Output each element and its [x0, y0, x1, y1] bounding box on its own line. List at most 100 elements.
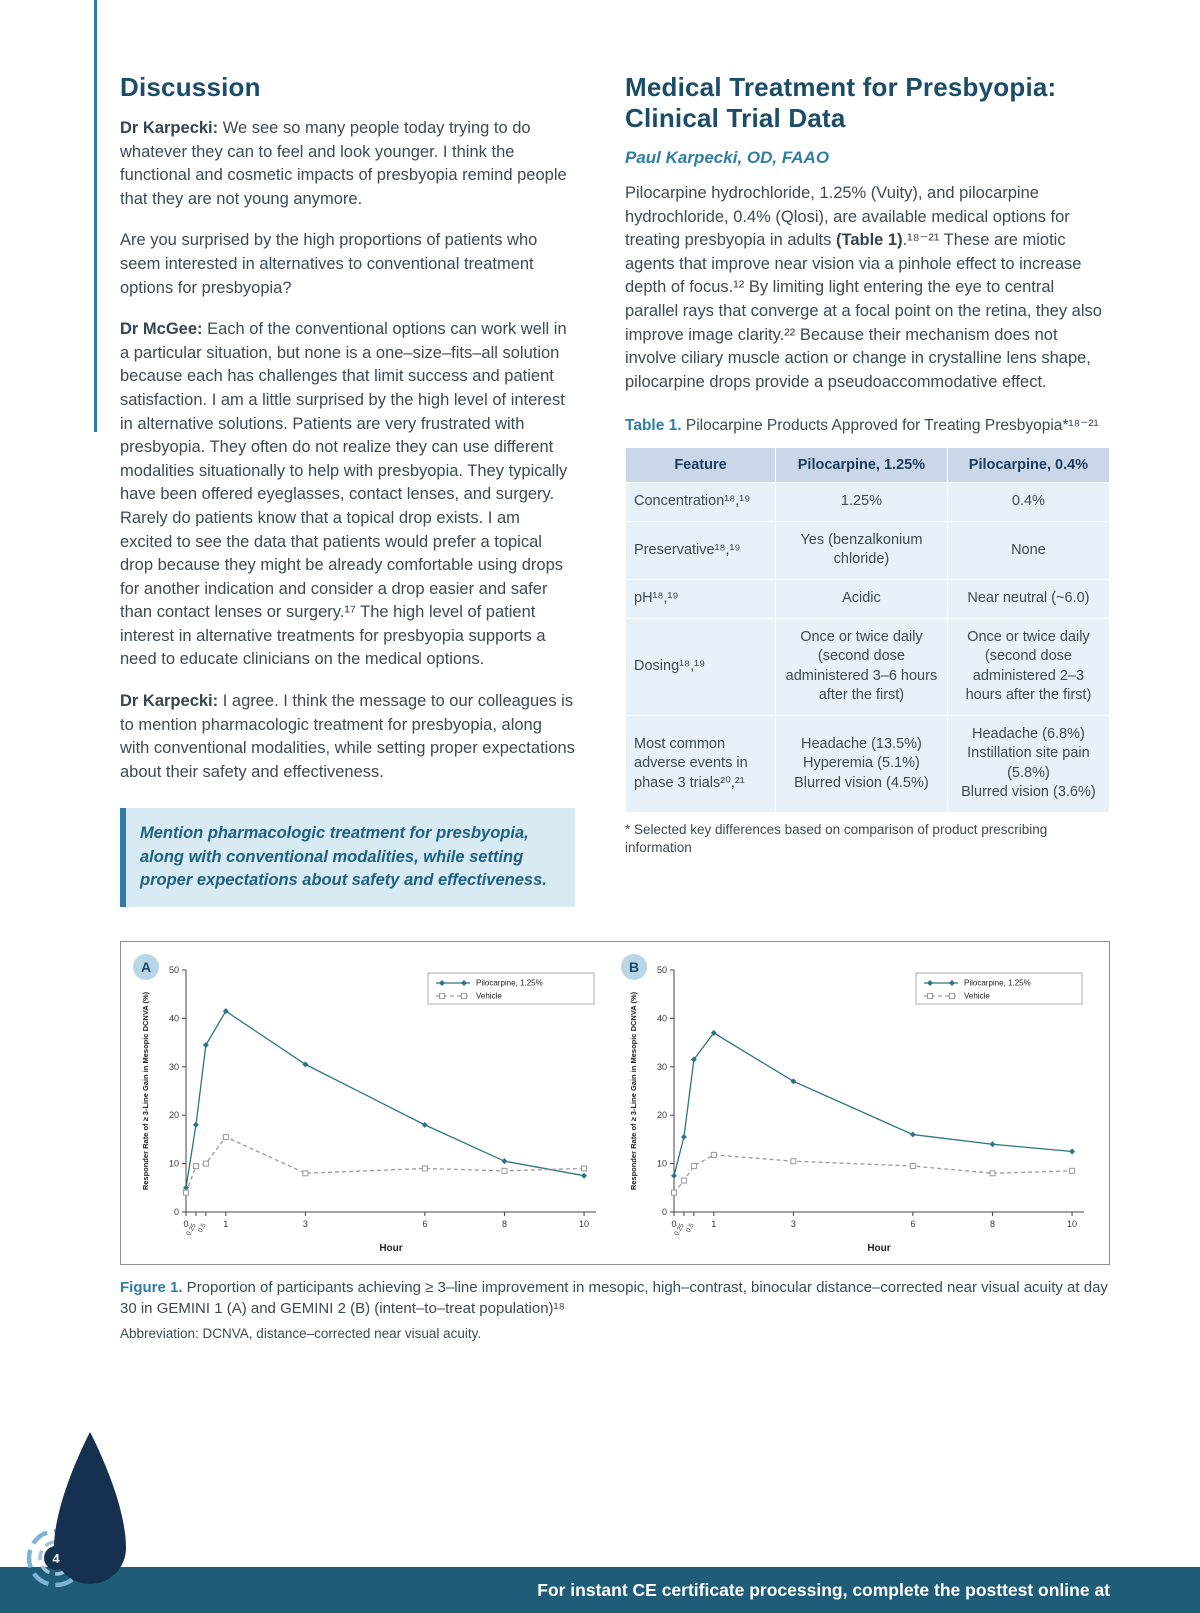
table-header-row: Feature Pilocarpine, 1.25% Pilocarpine, 0.… — [624, 447, 1111, 484]
table-1-title-text: Pilocarpine Products Approved for Treati… — [681, 417, 1099, 435]
y-tick-label: 40 — [657, 1013, 667, 1023]
marker-square — [680, 1177, 687, 1184]
table-feature-cell: Dosing¹⁸,¹⁹ — [624, 617, 777, 716]
paragraph: Dr Karpecki: I agree. I think the messag… — [120, 690, 575, 784]
marker-square — [690, 1162, 697, 1169]
y-tick-label: 20 — [657, 1110, 667, 1120]
y-tick-label: 20 — [169, 1110, 179, 1120]
callout-text: Mention pharmacologic treatment for pres… — [140, 824, 547, 890]
body-text: Pilocarpine hydrochloride, 1.25% (Vuity)… — [625, 184, 1070, 250]
body-text: .¹⁸⁻²¹ These are miotic agents that impr… — [625, 231, 1102, 391]
series-line — [185, 1009, 585, 1188]
table-row: pH¹⁸,¹⁹ Acidic Near neutral (~6.0) — [624, 578, 1111, 619]
table-1: Feature Pilocarpine, 1.25% Pilocarpine, 0.… — [624, 447, 1111, 814]
x-tick-label: 10 — [1067, 1219, 1077, 1229]
marker-square — [927, 992, 933, 999]
marker-diamond — [501, 1157, 508, 1164]
body-text: Each of the conventional options can wor… — [120, 320, 568, 669]
marker-square — [790, 1157, 797, 1164]
marker-square — [671, 1189, 677, 1196]
marker-diamond — [989, 1140, 996, 1147]
waterdrop-shape — [54, 1432, 126, 1584]
marker-square — [222, 1133, 229, 1140]
paragraph: Dr Karpecki: We see so many people today… — [120, 117, 575, 211]
table-1-label: Table 1. — [625, 417, 682, 435]
x-tick-label: 0 — [671, 1219, 676, 1229]
marker-square — [909, 1162, 916, 1169]
marker-diamond — [222, 1007, 229, 1014]
discussion-column: Discussion Dr Karpecki: We see so many p… — [120, 72, 575, 907]
marker-square — [302, 1169, 309, 1176]
marker-diamond — [202, 1041, 209, 1048]
x-tick-label: 3 — [303, 1219, 308, 1229]
x-axis-title: Hour — [867, 1243, 890, 1254]
y-tick-label: 0 — [174, 1207, 179, 1217]
x-tick-label: 0.5 — [685, 1222, 696, 1234]
marker-diamond — [461, 979, 467, 986]
marker-square — [183, 1189, 189, 1196]
series-line — [673, 1153, 1073, 1193]
x-tick-label: 3 — [791, 1219, 796, 1229]
x-tick-label: 6 — [422, 1219, 427, 1229]
x-tick-label: 8 — [990, 1219, 995, 1229]
x-tick-label: 1 — [223, 1219, 228, 1229]
x-tick-label: 1 — [711, 1219, 716, 1229]
paragraph: Are you surprised by the high proportion… — [120, 229, 575, 300]
waterdrop-logo: 4 — [26, 1432, 126, 1588]
y-tick-label: 30 — [169, 1062, 179, 1072]
discussion-body: Dr Karpecki: We see so many people today… — [120, 117, 575, 784]
figure-panel-b: B 0 10 20 30 40 50 0 0.25 0.5 1 3 6 8 10 Hour Responder… — [615, 953, 1103, 1258]
marker-diamond — [680, 1133, 687, 1140]
figure-1-caption-label: Figure 1. — [120, 1278, 183, 1296]
marker-square — [710, 1151, 717, 1158]
marker-diamond — [1069, 1148, 1076, 1155]
table-row: Dosing¹⁸,¹⁹ Once or twice daily (second d… — [624, 617, 1111, 716]
marker-diamond — [927, 979, 933, 986]
marker-square — [949, 992, 955, 999]
x-axis-title: Hour — [379, 1243, 402, 1254]
table-1-title: Table 1. Pilocarpine Products Approved f… — [625, 416, 1110, 437]
clinical-column: Medical Treatment for Presbyopia: Clinic… — [624, 72, 1111, 907]
y-tick-label: 50 — [169, 965, 179, 975]
marker-diamond — [302, 1061, 309, 1068]
y-tick-label: 10 — [169, 1158, 179, 1168]
marker-diamond — [192, 1121, 199, 1128]
table-value-cell: Near neutral (~6.0) — [946, 578, 1111, 619]
marker-square — [989, 1169, 996, 1176]
table-value-cell: 0.4% — [946, 482, 1111, 522]
callout-box: Mention pharmacologic treatment for pres… — [120, 808, 575, 907]
marker-square — [461, 992, 467, 999]
figure-abbreviation: Abbreviation: DCNVA, distance–corrected … — [120, 1325, 482, 1341]
bold-text: (Table 1) — [835, 231, 903, 250]
marker-diamond — [671, 1172, 677, 1179]
marker-square — [192, 1162, 199, 1169]
legend-entry-label: Vehicle — [476, 991, 502, 1000]
author-byline: Paul Karpecki, OD, FAAO — [625, 148, 830, 167]
body-text: We see so many people today trying to do… — [120, 119, 567, 208]
bold-text: Dr Karpecki: — [120, 119, 223, 137]
marker-diamond — [183, 1184, 189, 1191]
bold-text: Dr McGee: — [120, 320, 208, 339]
table-column-header: Feature — [624, 447, 777, 484]
table-row: Preservative¹⁸,¹⁹ Yes (benzalkonium chlor… — [624, 520, 1111, 580]
table-value-cell: None — [946, 520, 1111, 580]
y-tick-label: 10 — [657, 1158, 667, 1168]
two-column-layout: Discussion Dr Karpecki: We see so many p… — [120, 72, 1111, 907]
figure-1-caption-text: Proportion of participants achieving ≥ 3… — [120, 1278, 1108, 1317]
figure-1-box: A 0 10 20 30 40 50 0 0.25 0.5 1 3 6 8 10 Hour Responder… — [120, 940, 1110, 1265]
table-feature-cell: pH¹⁸,¹⁹ — [624, 578, 777, 619]
panel-a-label: A — [133, 953, 159, 980]
paragraph: Pilocarpine hydrochloride, 1.25% (Vuity)… — [625, 182, 1110, 394]
legend-box — [427, 972, 595, 1005]
legend-entry-label: Vehicle — [964, 991, 990, 1000]
marker-diamond — [790, 1078, 797, 1085]
x-tick-label: 6 — [910, 1219, 915, 1229]
marker-diamond — [439, 979, 445, 986]
table-feature-cell: Preservative¹⁸,¹⁹ — [624, 520, 777, 580]
marker-diamond — [949, 979, 955, 986]
legend-entry-label: Pilocarpine, 1.25% — [476, 978, 543, 987]
x-tick-label: 0.5 — [197, 1222, 208, 1234]
